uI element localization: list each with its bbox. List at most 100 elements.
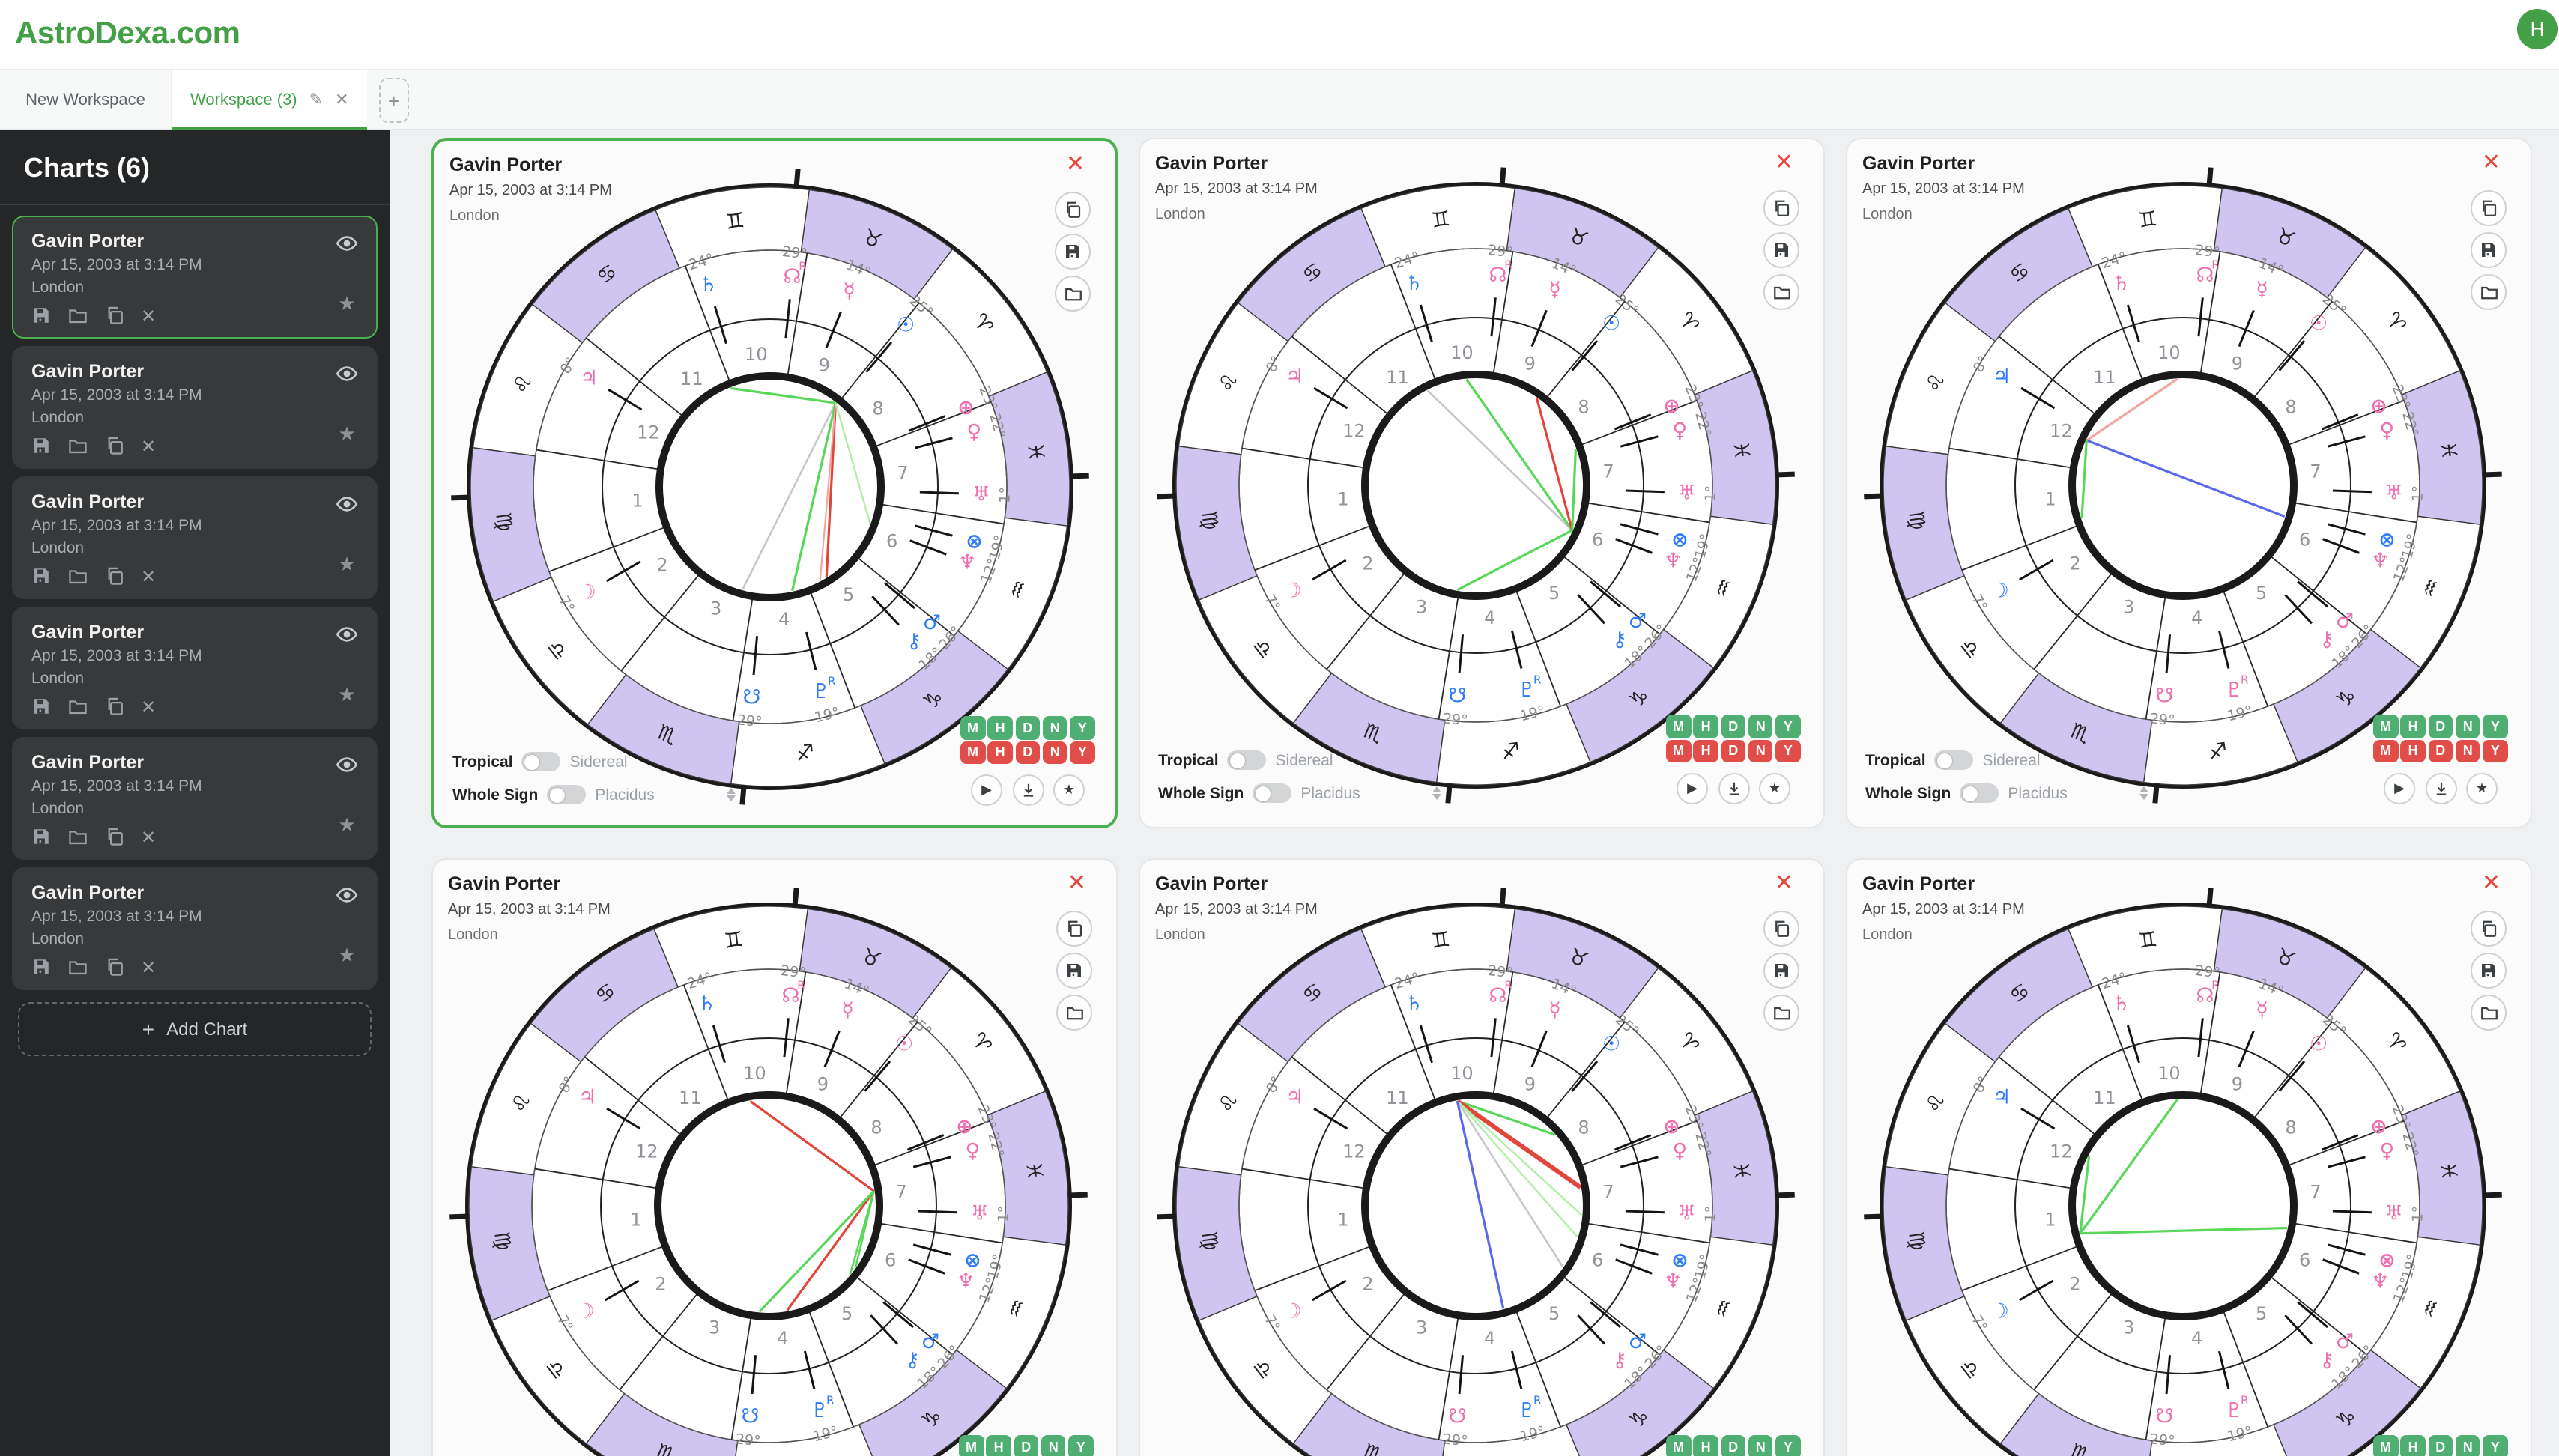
folder-button[interactable] <box>2471 274 2507 310</box>
time-badge[interactable]: M <box>1666 715 1691 738</box>
star-icon[interactable]: ★ <box>338 815 356 837</box>
favorite-button[interactable]: ★ <box>1053 774 1085 806</box>
tab-workspace-active[interactable]: Workspace (3) ✎ ✕ <box>171 70 367 130</box>
time-badge[interactable]: Y <box>1070 716 1095 739</box>
folder-icon[interactable] <box>67 436 88 455</box>
time-badge[interactable]: Y <box>1775 715 1801 738</box>
eye-icon[interactable] <box>336 493 358 520</box>
remove-icon[interactable]: ✕ <box>141 305 157 326</box>
play-button[interactable]: ▶ <box>2384 773 2415 804</box>
time-badge[interactable]: D <box>1721 739 1746 762</box>
save-icon[interactable] <box>31 697 51 716</box>
save-button[interactable] <box>1055 234 1091 270</box>
select-chevrons-icon[interactable] <box>2139 786 2148 800</box>
folder-button[interactable] <box>1763 274 1799 310</box>
copy-button[interactable] <box>1763 190 1799 226</box>
chart-list-item[interactable]: Gavin Porter Apr 15, 2003 at 3:14 PM Lon… <box>12 476 378 599</box>
download-button[interactable] <box>1013 774 1044 806</box>
time-badge[interactable]: H <box>1693 1435 1718 1456</box>
close-button[interactable]: ✕ <box>1774 148 1793 175</box>
chart-list-item[interactable]: Gavin Porter Apr 15, 2003 at 3:14 PM Lon… <box>12 607 378 729</box>
zodiac-toggle[interactable] <box>1934 750 1974 770</box>
tab-new-workspace[interactable]: New Workspace <box>25 91 145 109</box>
play-button[interactable]: ▶ <box>1677 773 1708 804</box>
time-badge[interactable]: M <box>2373 1435 2398 1456</box>
remove-icon[interactable]: ✕ <box>141 826 157 847</box>
time-badge[interactable]: D <box>1015 716 1041 739</box>
play-button[interactable]: ▶ <box>971 774 1002 806</box>
star-icon[interactable]: ★ <box>338 554 356 577</box>
copy-button[interactable] <box>1055 192 1091 228</box>
time-badge[interactable]: M <box>960 716 985 739</box>
remove-icon[interactable]: ✕ <box>141 435 157 456</box>
folder-button[interactable] <box>1056 995 1092 1031</box>
time-badge[interactable]: M <box>1666 739 1691 762</box>
save-button[interactable] <box>1763 953 1799 989</box>
house-toggle[interactable] <box>547 785 587 804</box>
time-badge[interactable]: H <box>2400 715 2426 738</box>
copy-button[interactable] <box>1056 911 1092 947</box>
save-icon[interactable] <box>31 957 51 977</box>
time-badge[interactable]: H <box>1693 715 1718 738</box>
time-badge[interactable]: N <box>1042 741 1067 764</box>
time-badge[interactable]: N <box>2455 739 2480 762</box>
close-button[interactable]: ✕ <box>2481 148 2501 175</box>
chart-list-item[interactable]: Gavin Porter Apr 15, 2003 at 3:14 PM Lon… <box>12 346 378 469</box>
folder-icon[interactable] <box>67 566 88 586</box>
eye-icon[interactable] <box>336 363 358 389</box>
favorite-button[interactable]: ★ <box>1759 773 1790 804</box>
save-icon[interactable] <box>31 827 51 846</box>
tab-close-icon[interactable]: ✕ <box>335 90 349 109</box>
folder-icon[interactable] <box>67 697 88 716</box>
time-badge[interactable]: N <box>1748 1435 1773 1456</box>
save-button[interactable] <box>2471 232 2507 268</box>
time-badge[interactable]: D <box>1015 741 1041 764</box>
copy-icon[interactable] <box>105 566 124 586</box>
star-icon[interactable]: ★ <box>338 294 356 316</box>
copy-icon[interactable] <box>105 827 124 846</box>
save-icon[interactable] <box>31 306 51 325</box>
time-badge[interactable]: D <box>2428 1435 2453 1456</box>
select-chevrons-icon[interactable] <box>1432 786 1441 800</box>
select-chevrons-icon[interactable] <box>726 788 736 801</box>
time-badge[interactable]: D <box>2428 715 2453 738</box>
eye-icon[interactable] <box>336 753 358 780</box>
favorite-button[interactable]: ★ <box>2466 773 2498 804</box>
house-toggle[interactable] <box>1253 783 1292 803</box>
time-badge[interactable]: M <box>960 741 985 764</box>
time-badge[interactable]: Y <box>1775 739 1801 762</box>
time-badge[interactable]: N <box>2455 715 2480 738</box>
star-icon[interactable]: ★ <box>338 424 356 446</box>
remove-icon[interactable]: ✕ <box>141 696 157 717</box>
add-tab-button[interactable]: + <box>378 78 409 123</box>
time-badge[interactable]: N <box>2455 1435 2480 1456</box>
time-badge[interactable]: M <box>959 1435 984 1456</box>
eye-icon[interactable] <box>336 232 358 259</box>
folder-icon[interactable] <box>67 827 88 846</box>
close-button[interactable]: ✕ <box>1067 869 1086 896</box>
time-badge[interactable]: Y <box>2483 1435 2508 1456</box>
time-badge[interactable]: H <box>987 716 1013 739</box>
time-badge[interactable]: H <box>1693 739 1718 762</box>
house-toggle[interactable] <box>1960 783 1999 803</box>
copy-button[interactable] <box>1763 911 1799 947</box>
save-button[interactable] <box>2471 953 2507 989</box>
copy-icon[interactable] <box>105 957 124 977</box>
time-badge[interactable]: H <box>987 741 1013 764</box>
pencil-icon[interactable]: ✎ <box>309 90 324 109</box>
copy-icon[interactable] <box>105 306 124 325</box>
folder-icon[interactable] <box>67 306 88 325</box>
time-badge[interactable]: H <box>2400 1435 2426 1456</box>
time-badge[interactable]: N <box>1748 715 1773 738</box>
time-badge[interactable]: D <box>1721 715 1746 738</box>
time-badge[interactable]: Y <box>1068 1435 1094 1456</box>
chart-list-item[interactable]: Gavin Porter Apr 15, 2003 at 3:14 PM Lon… <box>12 867 378 990</box>
close-button[interactable]: ✕ <box>1065 150 1085 177</box>
time-badge[interactable]: Y <box>2483 739 2508 762</box>
download-button[interactable] <box>2426 773 2457 804</box>
remove-icon[interactable]: ✕ <box>141 956 157 977</box>
download-button[interactable] <box>1718 773 1750 804</box>
copy-button[interactable] <box>2471 911 2507 947</box>
time-badge[interactable]: D <box>2428 739 2453 762</box>
time-badge[interactable]: N <box>1042 716 1067 739</box>
